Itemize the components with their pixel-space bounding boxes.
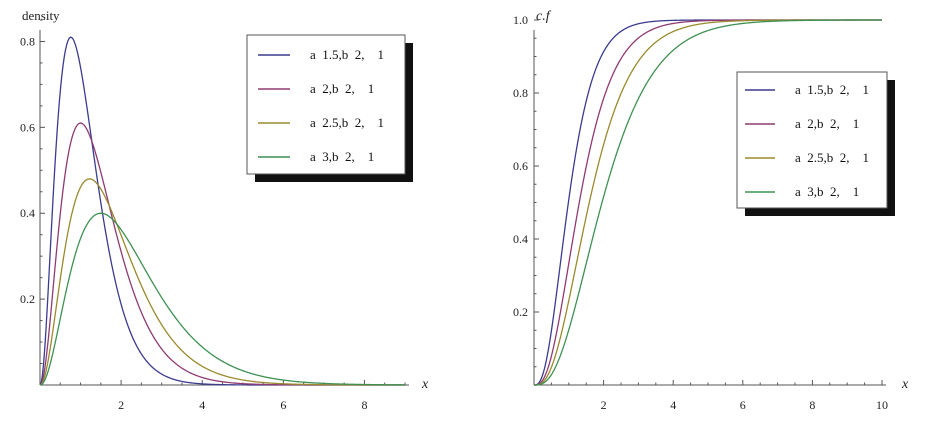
pdf-x-tick-label: 8: [361, 398, 367, 412]
pdf-x-tick-label: 6: [280, 398, 286, 412]
cdf-x-tick-label: 6: [740, 398, 746, 412]
cdf-y-tick-label: 0.8: [513, 86, 528, 100]
cdf-legend-box: [736, 71, 888, 209]
cdf-y-tick-label: 0.2: [513, 305, 528, 319]
cdf-legend-label-3: a 2.5,b 2, 1: [795, 150, 869, 165]
cdf-x-tick-label: 4: [670, 398, 676, 412]
cdf-legend-label-1: a 1.5,b 2, 1: [795, 82, 869, 97]
density-xlabel: x: [421, 377, 429, 392]
cdf-chart: c.f x 2 4 6 8 10 0.2 0.4 0.6 0.8 1.0 a 1.5,b 2, 1…: [513, 9, 909, 412]
cdf-axes: 2 4 6 8 10 0.2 0.4 0.6 0.8 1.0: [513, 13, 888, 412]
density-legend: a 1.5,b 2, 1 a 2,b 2, 1 a 2.5,b 2, 1 a 3,b …: [246, 34, 413, 182]
pdf-y-tick-label: 0.6: [20, 120, 35, 134]
cdf-x-tick-label: 2: [601, 398, 607, 412]
density-lines: [39, 36, 405, 386]
pdf-legend-label-4: a 3,b 2, 1: [310, 149, 374, 164]
pdf-y-tick-label: 0.8: [20, 34, 35, 48]
cdf-y-tick-label: 1.0: [513, 13, 528, 27]
pdf-y-tick-label: 0.4: [20, 206, 35, 220]
cdf-legend: a 1.5,b 2, 1 a 2,b 2, 1 a 2.5,b 2, 1 a 3,b …: [736, 71, 895, 216]
pdf-series-line-3: [39, 178, 405, 386]
density-chart: density x 2 4 6 80.20.40.60.8 a 1.5,b 2, 1a…: [20, 8, 429, 412]
cdf-x-tick-label: 10: [876, 398, 888, 412]
cdf-ylabel: c.f: [536, 9, 552, 24]
pdf-series-line-4: [39, 212, 405, 386]
cdf-x-tick-label: 8: [809, 398, 815, 412]
cdf-legend-label-2: a 2,b 2, 1: [795, 116, 859, 131]
cdf-y-tick-label: 0.4: [513, 232, 528, 246]
pdf-legend-label-3: a 2.5,b 2, 1: [310, 115, 384, 130]
cdf-legend-label-4: a 3,b 2, 1: [795, 184, 859, 199]
cdf-xlabel: x: [901, 377, 909, 392]
cdf-lines: [533, 19, 882, 386]
pdf-legend-label-2: a 2,b 2, 1: [310, 81, 374, 96]
cdf-series-line-4: [534, 19, 882, 386]
pdf-x-tick-label: 2: [118, 398, 124, 412]
pdf-y-tick-label: 0.2: [20, 292, 35, 306]
density-legend-box: [246, 34, 406, 175]
density-ylabel: density: [22, 8, 60, 23]
cdf-y-tick-label: 0.6: [513, 159, 528, 173]
pdf-x-tick-label: 4: [199, 398, 205, 412]
pdf-legend-label-1: a 1.5,b 2, 1: [310, 47, 384, 62]
